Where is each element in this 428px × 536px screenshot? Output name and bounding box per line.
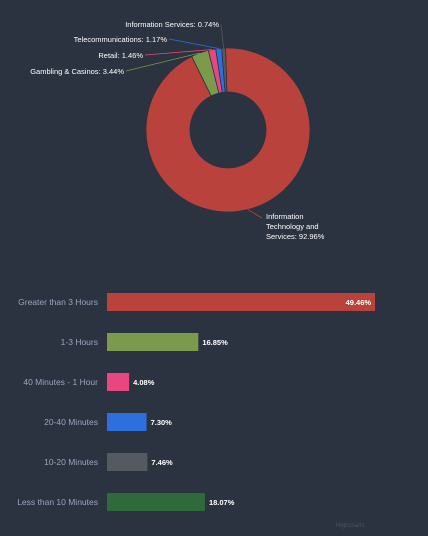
value-label: 18.07% (209, 498, 235, 507)
donut-connector (247, 209, 263, 219)
category-label: Less than 10 Minutes (17, 497, 98, 507)
value-label: 16.85% (202, 338, 228, 347)
bar-chart: Greater than 3 Hours 49.46% 1-3 Hours 16.85… (17, 293, 376, 511)
value-label: 4.08% (133, 378, 155, 387)
category-label: 1-3 Hours (61, 337, 98, 347)
category-label: 40 Minutes - 1 Hour (23, 377, 98, 387)
category-label: Greater than 3 Hours (18, 297, 98, 307)
value-label: 7.46% (151, 458, 173, 467)
category-label: 20-40 Minutes (44, 417, 98, 427)
donut-slice-label: Retail: 1.46% (98, 51, 143, 60)
donut-connector (144, 49, 213, 56)
chart-credit: Highcharts (336, 523, 365, 529)
donut-slice[interactable] (221, 47, 228, 93)
donut-connector (220, 23, 225, 49)
donut-connector (168, 38, 219, 49)
donut-slice-label: Gambling & Casinos: 3.44% (30, 67, 124, 76)
donut-slice[interactable] (145, 47, 311, 213)
donut-chart: Information Technology and Services: 92.96… (30, 20, 325, 241)
donut-slice-label: Information Technology and Services: 92.96… (266, 212, 325, 241)
bar[interactable] (107, 453, 148, 471)
bar[interactable] (107, 413, 147, 431)
bar[interactable] (107, 493, 205, 511)
bar[interactable] (107, 333, 199, 351)
value-label: 49.46% (346, 298, 372, 307)
donut-slice-label: Telecommunications: 1.17% (74, 35, 168, 44)
value-label: 7.30% (151, 418, 173, 427)
donut-connector (125, 52, 200, 72)
category-label: 10-20 Minutes (44, 457, 98, 467)
bar[interactable] (107, 373, 130, 391)
donut-slice-label: Information Services: 0.74% (125, 20, 219, 29)
bar[interactable] (107, 293, 376, 311)
